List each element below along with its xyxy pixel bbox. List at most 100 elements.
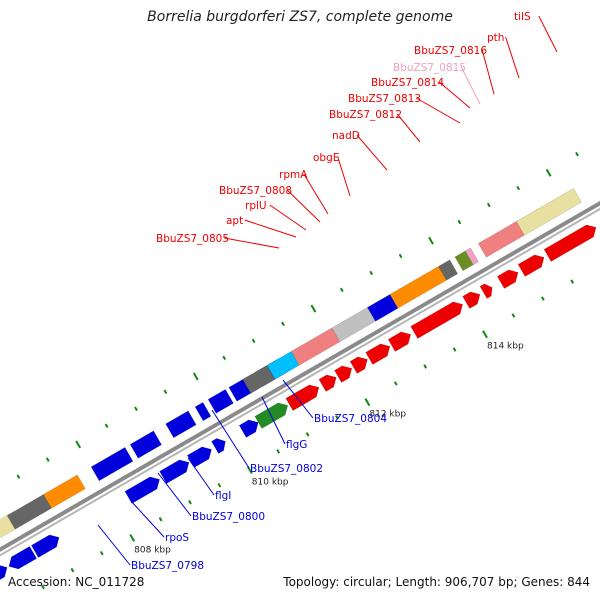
gene-arrow-red-21 bbox=[543, 224, 597, 262]
leader-line bbox=[538, 15, 558, 53]
gene-arrow-blue-1 bbox=[159, 459, 190, 484]
gene-arrow-blue-9 bbox=[30, 534, 60, 558]
gene-arrow-red-18 bbox=[479, 283, 493, 299]
ruler-tick bbox=[217, 483, 222, 488]
backbone-line-lower bbox=[0, 207, 600, 557]
ruler-tick bbox=[99, 550, 104, 556]
leader-line bbox=[211, 409, 250, 469]
gene-arrow-red-19 bbox=[496, 269, 519, 289]
ruler-tick bbox=[16, 474, 21, 479]
accession-label: Accession: NC_011728 bbox=[8, 575, 145, 589]
ruler-tick bbox=[457, 219, 462, 225]
ruler-tick bbox=[482, 330, 488, 339]
leader-line bbox=[303, 173, 329, 215]
gene-box-blue-6 bbox=[165, 410, 197, 439]
ruler-tick bbox=[398, 253, 403, 259]
ruler-tick bbox=[423, 364, 428, 369]
leader-line bbox=[286, 189, 321, 223]
gene-label-BbuZS7_0798: BbuZS7_0798 bbox=[131, 560, 204, 572]
gene-box-blue-4 bbox=[90, 447, 134, 482]
leader-line bbox=[187, 457, 215, 496]
ruler-tick bbox=[310, 304, 317, 313]
ruler-label: 810 kbp bbox=[252, 477, 289, 487]
gene-label-BbuZS7_0816: BbuZS7_0816 bbox=[414, 45, 487, 57]
ruler-tick bbox=[222, 355, 227, 361]
ruler-tick bbox=[41, 584, 45, 590]
gene-label-BbuZS7_0804: BbuZS7_0804 bbox=[314, 413, 387, 425]
ruler-tick bbox=[45, 457, 50, 462]
gene-box-blue-5 bbox=[129, 430, 162, 459]
gene-label-BbuZS7_0805: BbuZS7_0805 bbox=[156, 233, 229, 245]
gene-label-tilS: tilS bbox=[514, 11, 531, 23]
ruler-label: 812 kbp bbox=[369, 410, 406, 420]
leader-line bbox=[261, 396, 286, 445]
ruler-tick bbox=[393, 381, 398, 386]
gene-label-rpoS: rpoS bbox=[165, 532, 189, 544]
gene-label-BbuZS7_0813: BbuZS7_0813 bbox=[348, 93, 421, 105]
gene-arrow-red-11 bbox=[318, 374, 337, 392]
gene-arrow-red-16 bbox=[410, 301, 464, 339]
gene-box-blue-8 bbox=[207, 389, 234, 414]
ruler-tick bbox=[134, 406, 138, 411]
gene-label-apt: apt bbox=[226, 215, 243, 227]
gene-arrow-red-10 bbox=[285, 384, 320, 411]
gene-label-flgG: flgG bbox=[286, 439, 307, 451]
leader-line bbox=[481, 49, 495, 95]
ruler-tick bbox=[104, 423, 109, 428]
leader-line bbox=[505, 36, 520, 79]
ruler-tick bbox=[129, 533, 136, 542]
leader-line bbox=[282, 379, 314, 419]
gene-box-gray-17 bbox=[438, 259, 459, 281]
gene-box-pink-19 bbox=[464, 247, 479, 266]
ruler-tick bbox=[251, 338, 256, 344]
gene-label-pth: pth bbox=[487, 32, 504, 44]
leader-line bbox=[130, 500, 165, 538]
gene-arrow-red-14 bbox=[365, 343, 391, 365]
gene-label-BbuZS7_0812: BbuZS7_0812 bbox=[329, 109, 402, 121]
leader-line bbox=[97, 524, 131, 566]
leader-line bbox=[438, 81, 471, 109]
gene-label-obgE: obgE bbox=[313, 152, 339, 164]
ruler-tick bbox=[158, 517, 163, 522]
backbone-line-upper bbox=[0, 200, 600, 552]
gene-label-nadD: nadD bbox=[332, 130, 360, 142]
gene-label-rplU: rplU bbox=[245, 200, 267, 212]
gene-arrow-blue-8 bbox=[8, 545, 38, 570]
gene-label-rpmA: rpmA bbox=[279, 169, 308, 181]
ruler-tick bbox=[428, 236, 434, 245]
gene-arrow-red-13 bbox=[349, 356, 368, 374]
gene-label-BbuZS7_0815: BbuZS7_0815 bbox=[393, 62, 466, 74]
ruler-tick bbox=[188, 500, 192, 505]
gene-label-BbuZS7_0802: BbuZS7_0802 bbox=[250, 463, 323, 475]
gene-label-BbuZS7_0800: BbuZS7_0800 bbox=[192, 511, 265, 523]
leader-line bbox=[224, 237, 280, 249]
ruler-tick bbox=[575, 151, 579, 157]
ruler-tick bbox=[545, 168, 552, 177]
leader-line bbox=[460, 66, 481, 105]
ruler-tick bbox=[369, 270, 374, 276]
leader-line bbox=[337, 156, 351, 197]
ruler-label: 814 kbp bbox=[487, 342, 524, 352]
gene-arrow-red-15 bbox=[387, 331, 412, 352]
gene-arrow-red-17 bbox=[462, 291, 481, 309]
gene-arrow-blue-4 bbox=[238, 419, 259, 438]
gene-box-blue-7 bbox=[194, 402, 212, 422]
ruler-tick bbox=[70, 567, 75, 573]
ruler-tick bbox=[452, 347, 457, 352]
gene-arrow-blue-7 bbox=[0, 565, 8, 580]
ruler-tick bbox=[516, 185, 521, 191]
map-title: Borrelia burgdorferi ZS7, complete genom… bbox=[147, 9, 453, 25]
ruler-tick bbox=[364, 398, 371, 407]
ruler-tick bbox=[511, 313, 516, 318]
ruler-tick bbox=[163, 389, 168, 394]
leader-line bbox=[415, 97, 461, 124]
ruler-label: 808 kbp bbox=[134, 545, 171, 555]
ruler-tick bbox=[540, 296, 545, 301]
ruler-tick bbox=[276, 449, 281, 454]
ruler-tick bbox=[339, 287, 344, 293]
gene-arrow-blue-3 bbox=[211, 438, 226, 454]
leader-line bbox=[396, 113, 421, 143]
